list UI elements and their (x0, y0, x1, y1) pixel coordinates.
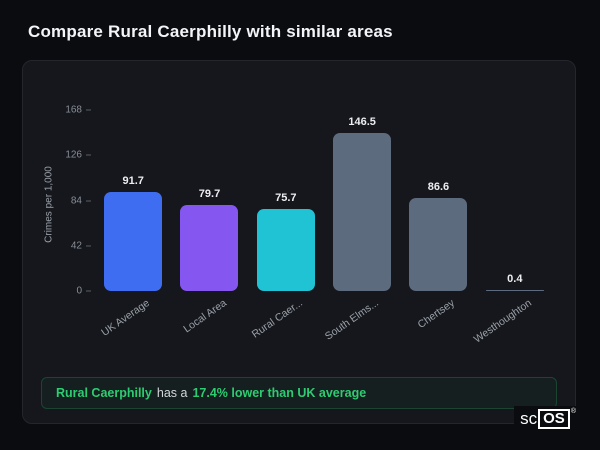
logo-boxed-text: OS (538, 409, 570, 429)
y-tick-mark (86, 109, 91, 111)
note-connector-text: has a (156, 386, 188, 400)
logo-prefix: sc (520, 409, 538, 428)
chart-card: Crimes per 1,000 0 42 84 126 168 91.7 UK Aver… (22, 60, 576, 424)
bar[interactable] (256, 209, 315, 291)
y-tick: 0 (62, 286, 91, 297)
bar-column: 75.7 Rural Caer... (248, 110, 324, 341)
y-tick: 84 (62, 195, 91, 206)
y-tick: 126 (62, 150, 91, 161)
y-tick-label: 126 (65, 149, 82, 161)
brand-logo: sc OS ® (514, 406, 582, 432)
note-area-name: Rural Caerphilly (56, 386, 152, 400)
y-tick-mark (86, 245, 91, 247)
bar[interactable] (409, 197, 468, 291)
bar-value-label: 86.6 (427, 180, 450, 193)
bar-value-label: 79.7 (198, 188, 221, 201)
page-title: Compare Rural Caerphilly with similar ar… (28, 22, 393, 41)
registered-mark-icon: ® (570, 408, 576, 415)
plot-area: 91.7 UK Average 79.7 Local Area 75.7 Rural Ca… (95, 110, 553, 346)
bar-column: 86.6 Chertsey (400, 110, 476, 331)
bar[interactable] (485, 290, 544, 291)
comparison-note: Rural Caerphilly has a 17.4% lower than … (41, 377, 557, 409)
bar[interactable] (180, 205, 239, 291)
y-tick: 42 (62, 240, 91, 251)
bar-column: 79.7 Local Area (171, 110, 247, 335)
y-tick-label: 168 (65, 104, 82, 116)
y-tick-label: 0 (76, 285, 82, 297)
bar-value-label: 146.5 (348, 116, 376, 129)
bar-value-label: 91.7 (122, 175, 144, 188)
bar[interactable] (104, 192, 163, 291)
bar-column: 91.7 UK Average (95, 110, 171, 339)
bar-column: 146.5 South Elms... (323, 110, 400, 343)
y-axis: 0 42 84 126 168 (41, 105, 91, 297)
y-tick-label: 84 (70, 195, 82, 206)
y-tick: 168 (62, 105, 91, 116)
bar-value-label: 0.4 (507, 273, 523, 285)
bar[interactable] (333, 133, 392, 291)
bar-value-label: 75.7 (275, 192, 297, 205)
bar-column: 0.4 Westhoughton (471, 110, 553, 346)
y-tick-label: 42 (70, 240, 82, 252)
y-tick-mark (86, 154, 91, 156)
y-tick-mark (86, 200, 91, 201)
y-tick-mark (86, 290, 91, 292)
note-stat-text: 17.4% lower than UK average (192, 386, 367, 400)
